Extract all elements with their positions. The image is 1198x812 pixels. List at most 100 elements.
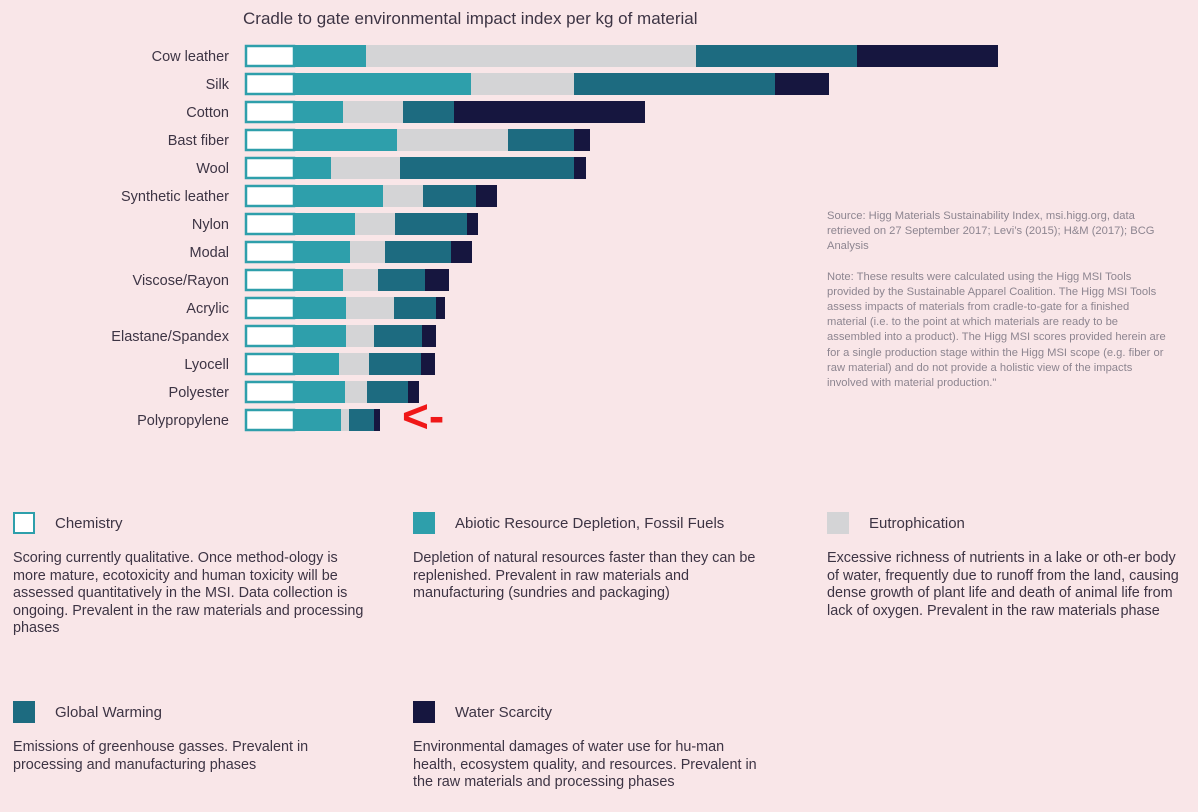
annotation-arrow: <- [402, 390, 444, 442]
note-text: Note: These results were calculated usin… [827, 270, 1166, 390]
chart-title: Cradle to gate environmental impact inde… [243, 9, 698, 28]
abiotic-swatch [413, 512, 435, 534]
category-label-wool: Wool [196, 161, 229, 177]
bar-acrylic-abiotic-resource-depletion-fossil-fuels [295, 297, 346, 319]
category-labels: Cow leather Silk Cotton Bast fiber Wool Synth… [111, 49, 229, 429]
bar-nylon-eutrophication [355, 213, 395, 235]
bar-silk-chemistry [244, 72, 296, 96]
eutrophication-swatch [827, 512, 849, 534]
bar-polypropylene-chemistry [244, 408, 296, 432]
bar-bast-fiber-global-warming [508, 129, 574, 151]
bar-synthetic-leather-water-scarcity [476, 185, 497, 207]
bar-acrylic-eutrophication [346, 297, 394, 319]
global-warming-swatch [13, 701, 35, 723]
bar-acrylic-chemistry [244, 296, 296, 320]
source-notes: Source: Higg Materials Sustainability In… [827, 209, 1172, 406]
bar-polyester-eutrophication [345, 381, 367, 403]
legend-name: Eutrophication [869, 514, 965, 532]
bar-bast-fiber-eutrophication [397, 129, 508, 151]
bar-wool-chemistry [244, 156, 296, 180]
bar-elastane-spandex-eutrophication [346, 325, 374, 347]
stacked-bar-chart: Cow leather Silk Cotton Bast fiber Wool Synth… [111, 44, 998, 442]
bar-bast-fiber-abiotic-resource-depletion-fossil-fuels [295, 129, 397, 151]
bar-acrylic-global-warming [394, 297, 436, 319]
bar-wool-abiotic-resource-depletion-fossil-fuels [295, 157, 331, 179]
bar-polypropylene-water-scarcity [374, 409, 380, 431]
bar-polyester-chemistry [244, 380, 296, 404]
bar-bast-fiber-water-scarcity [574, 129, 590, 151]
bar-polyester-water-scarcity [408, 381, 419, 403]
bar-silk-abiotic-resource-depletion-fossil-fuels [295, 73, 471, 95]
legend-chemistry: Chemistry Scoring currently qualitative.… [13, 512, 383, 638]
bar-cow-leather-water-scarcity [857, 45, 998, 67]
category-label-viscose-rayon: Viscose/Rayon [133, 273, 229, 289]
bar-cotton-abiotic-resource-depletion-fossil-fuels [295, 101, 343, 123]
bar-synthetic-leather-abiotic-resource-depletion-fossil-fuels [295, 185, 383, 207]
legend-name: Abiotic Resource Depletion, Fossil Fuels [455, 514, 725, 532]
bar-lyocell-chemistry [244, 352, 296, 376]
bar-cotton-eutrophication [343, 101, 403, 123]
bar-viscose-rayon-eutrophication [343, 269, 378, 291]
category-label-modal: Modal [190, 245, 230, 261]
bar-modal-eutrophication [350, 241, 385, 263]
bar-silk-global-warming [574, 73, 775, 95]
bar-polyester-abiotic-resource-depletion-fossil-fuels [295, 381, 345, 403]
bar-elastane-spandex-chemistry [244, 324, 296, 348]
category-label-polypropylene: Polypropylene [137, 413, 229, 429]
bar-modal-chemistry [244, 240, 296, 264]
bar-viscose-rayon-abiotic-resource-depletion-fossil-fuels [295, 269, 343, 291]
bar-modal-water-scarcity [451, 241, 472, 263]
bar-polypropylene-abiotic-resource-depletion-fossil-fuels [295, 409, 341, 431]
bar-cow-leather-eutrophication [366, 45, 696, 67]
legend-eutrophication: Eutrophication Excessive richness of nut… [827, 512, 1197, 620]
bar-lyocell-water-scarcity [421, 353, 435, 375]
bar-lyocell-eutrophication [339, 353, 369, 375]
category-label-cow-leather: Cow leather [152, 49, 230, 65]
bar-bast-fiber-chemistry [244, 128, 296, 152]
bar-silk-eutrophication [471, 73, 574, 95]
bar-wool-global-warming [400, 157, 574, 179]
category-label-bast-fiber: Bast fiber [168, 133, 229, 149]
legend-global-warming: Global Warming Emissions of greenhouse g… [13, 701, 383, 774]
legend-description: Scoring currently qualitative. Once meth… [13, 550, 364, 637]
bar-nylon-abiotic-resource-depletion-fossil-fuels [295, 213, 355, 235]
bar-cotton-chemistry [244, 100, 296, 124]
chemistry-swatch [13, 512, 35, 534]
bar-viscose-rayon-water-scarcity [425, 269, 449, 291]
bar-viscose-rayon-chemistry [244, 268, 296, 292]
category-label-acrylic: Acrylic [186, 301, 229, 317]
bar-lyocell-global-warming [369, 353, 421, 375]
bar-cow-leather-global-warming [696, 45, 857, 67]
source-text: Source: Higg Materials Sustainability In… [827, 210, 1155, 253]
category-label-nylon: Nylon [192, 217, 229, 233]
bar-modal-global-warming [385, 241, 451, 263]
bar-acrylic-water-scarcity [436, 297, 445, 319]
bar-nylon-chemistry [244, 212, 296, 236]
legend-name: Global Warming [55, 703, 162, 721]
legend-description: Emissions of greenhouse gasses. Prevalen… [13, 739, 309, 773]
category-label-lyocell: Lyocell [184, 357, 229, 373]
bar-polyester-global-warming [367, 381, 408, 403]
bar-cow-leather-chemistry [244, 44, 296, 68]
category-label-cotton: Cotton [186, 105, 229, 121]
bars [244, 44, 998, 432]
bar-cotton-global-warming [403, 101, 454, 123]
bar-cow-leather-abiotic-resource-depletion-fossil-fuels [295, 45, 366, 67]
category-label-polyester: Polyester [169, 385, 230, 401]
bar-synthetic-leather-eutrophication [383, 185, 423, 207]
bar-modal-abiotic-resource-depletion-fossil-fuels [295, 241, 350, 263]
bar-elastane-spandex-abiotic-resource-depletion-fossil-fuels [295, 325, 346, 347]
legend-name: Chemistry [55, 514, 123, 532]
category-label-synthetic-leather: Synthetic leather [121, 189, 229, 205]
bar-wool-water-scarcity [574, 157, 586, 179]
legend-name: Water Scarcity [455, 703, 552, 721]
bar-lyocell-abiotic-resource-depletion-fossil-fuels [295, 353, 339, 375]
bar-viscose-rayon-global-warming [378, 269, 425, 291]
legend-description: Environmental damages of water use for h… [413, 739, 757, 791]
water-scarcity-swatch [413, 701, 435, 723]
bar-wool-eutrophication [331, 157, 400, 179]
bar-polypropylene-global-warming [349, 409, 374, 431]
bar-nylon-water-scarcity [467, 213, 478, 235]
category-label-silk: Silk [206, 77, 230, 93]
bar-cotton-water-scarcity [454, 101, 645, 123]
